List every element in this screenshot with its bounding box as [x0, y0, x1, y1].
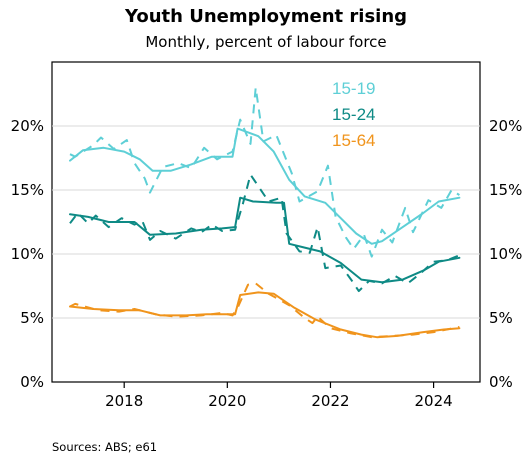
y-tick-label-right: 5% — [489, 309, 513, 327]
y-tick-label-left: 10% — [11, 245, 44, 263]
legend-entry-15-24: 15-24 — [332, 105, 375, 124]
chart-subtitle: Monthly, percent of labour force — [145, 33, 387, 51]
series-lines — [69, 86, 461, 339]
y-tick-label-right: 20% — [489, 117, 522, 135]
y-tick-label-right: 15% — [489, 181, 522, 199]
series-15-24-trend — [69, 196, 461, 284]
y-tick-label-right: 10% — [489, 245, 522, 263]
axis-ticks: 0% 0% 5% 5% 10% 10% 15% 15% 20% 20% 2018 2020 2022 20… — [11, 117, 523, 410]
legend: 15-19 15-24 15-64 — [332, 79, 375, 150]
chart-title: Youth Unemployment rising — [124, 6, 408, 27]
x-tick-label: 2024 — [414, 392, 452, 410]
y-tick-label-left: 20% — [11, 117, 44, 135]
source-note: Sources: ABS; e61 — [52, 440, 158, 454]
y-tick-label-left: 5% — [20, 309, 44, 327]
x-tick-label: 2022 — [311, 392, 349, 410]
y-tick-label-right: 0% — [489, 373, 513, 391]
plot-frame — [51, 61, 481, 383]
series-15-19-trend — [69, 127, 461, 245]
series-15-24-monthly — [69, 173, 460, 293]
legend-entry-15-64: 15-64 — [332, 131, 375, 150]
series-15-64-trend — [69, 291, 461, 339]
grid-lines — [52, 125, 480, 319]
x-tick-label: 2020 — [208, 392, 246, 410]
x-tick-label: 2018 — [105, 392, 143, 410]
series-15-19-monthly — [69, 86, 460, 258]
y-tick-label-left: 0% — [20, 373, 44, 391]
y-tick-label-left: 15% — [11, 181, 44, 199]
line-chart: 0% 0% 5% 5% 10% 10% 15% 15% 20% 20% 2018 2020 2022 20… — [11, 61, 523, 410]
legend-entry-15-19: 15-19 — [332, 79, 375, 98]
